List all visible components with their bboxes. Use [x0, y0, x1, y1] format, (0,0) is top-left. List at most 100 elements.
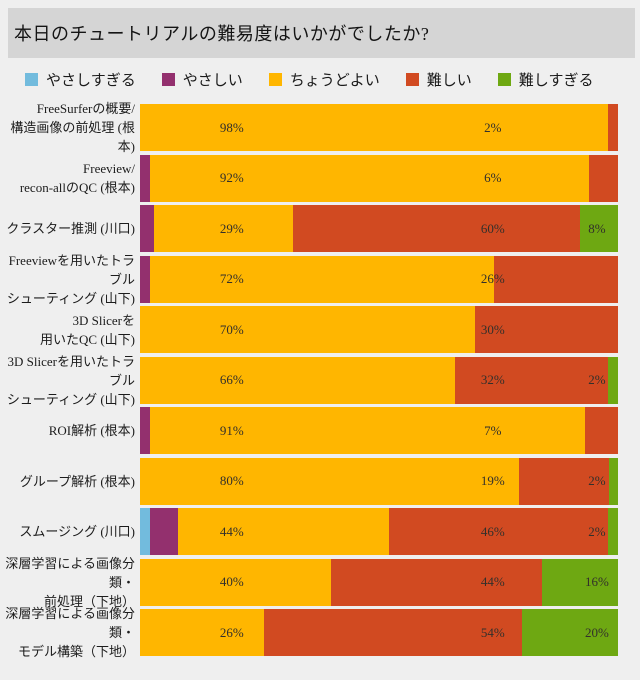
legend-item-easy: やさしい [161, 69, 243, 90]
chart-row: クラスター推測 (川口) 29% 60% 8% [0, 205, 640, 252]
value-label-hard: 2% [484, 119, 502, 135]
category-label: 深層学習による画像分類・ 前処理（下地） [5, 555, 135, 609]
bar-segment-hard [264, 609, 523, 656]
value-label-too-hard: 16% [585, 574, 609, 589]
category-label: 深層学習による画像分類・ モデル構築（下地） [5, 606, 135, 659]
bar-segment-too-hard [608, 508, 618, 555]
bar-segment-just-right [140, 104, 609, 151]
value-label-hard: 7% [484, 422, 502, 438]
bar-segment-too-hard [541, 558, 618, 606]
value-label-too-hard: 8% [588, 220, 606, 236]
category-label: ROI解析 (根本) [48, 423, 135, 438]
stacked-bar: 29% 60% 8% [140, 205, 618, 252]
bar-segment-hard [589, 154, 618, 202]
category-label: Freeviewを用いたトラブル シューティング (山下) [6, 252, 135, 306]
stacked-bar: 44% 46% 2% [140, 508, 618, 555]
value-label-just-right: 29% [219, 220, 244, 236]
chart-row: ROI解析 (根本) 91% 7% [0, 407, 640, 454]
value-label-just-right: 92% [219, 170, 244, 185]
stacked-bar: 70% 30% [140, 306, 618, 353]
bar-segment-just-right [178, 508, 389, 555]
legend-label: やさしすぎる [46, 72, 136, 89]
bar-segment-easy [140, 205, 155, 252]
legend-label: 難しすぎる [518, 72, 594, 89]
bar-segment-just-right [140, 306, 475, 353]
value-label-just-right: 80% [219, 473, 244, 488]
bar-segment-easy [140, 255, 150, 303]
stacked-bar: 26% 54% 20% [140, 609, 618, 656]
stacked-bar: 98% 2% [140, 104, 618, 151]
chart-row: 3D Slicerを 用いたQC (山下) 70% 30% [0, 306, 640, 353]
value-label-just-right: 44% [219, 523, 244, 539]
legend-swatch-icon [161, 72, 175, 86]
bar-segment-hard [292, 205, 580, 252]
value-label-just-right: 91% [219, 422, 244, 438]
bar-segment-hard [493, 255, 618, 303]
category-label: 3D Slicerを 用いたQC (山下) [40, 312, 135, 347]
bar-segment-hard [518, 457, 609, 505]
category-label: スムージング (川口) [19, 524, 135, 539]
chart-row: グループ解析 (根本) 80% 19% 2% [0, 457, 640, 505]
bar-segment-hard [388, 508, 609, 555]
bar-segment-just-right [154, 205, 293, 252]
category-label: クラスター推測 (川口) [6, 221, 135, 236]
legend-item-just-right: ちょうどよい [268, 69, 380, 90]
bar-segment-too-hard [579, 205, 618, 252]
bar-segment-too-easy [140, 508, 150, 555]
title-band: 本日のチュートリアルの難易度はいかがでしたか? [8, 8, 635, 58]
legend: やさしすぎる やさしい ちょうどよい 難しい 難しすぎる [25, 66, 630, 92]
stacked-bar: 91% 7% [140, 407, 618, 454]
bar-segment-just-right [140, 609, 265, 656]
chart-row: スムージング (川口) 44% 46% 2% [0, 508, 640, 555]
value-label-hard: 30% [480, 321, 505, 337]
legend-item-too-hard: 難しすぎる [497, 69, 594, 90]
bar-segment-hard [584, 407, 618, 454]
legend-label: やさしい [182, 72, 243, 89]
value-label-just-right: 26% [219, 624, 244, 640]
stacked-bar: 80% 19% 2% [140, 457, 618, 505]
bar-segment-just-right [149, 407, 585, 454]
legend-swatch-icon [25, 72, 38, 86]
category-label: FreeSurferの概要/構造画像の前処理 (根本) [10, 101, 135, 154]
bar-segment-too-hard [608, 457, 618, 505]
value-label-hard: 60% [480, 220, 505, 236]
chart-row: FreeSurferの概要/構造画像の前処理 (根本) 98% 2% [0, 101, 640, 154]
bar-segment-just-right [140, 356, 456, 404]
bar-segment-too-hard [608, 356, 618, 404]
bar-segment-easy [140, 407, 150, 454]
value-label-too-hard: 2% [588, 372, 606, 387]
value-label-just-right: 40% [219, 574, 244, 589]
value-label-hard: 6% [484, 170, 502, 185]
chart-title: 本日のチュートリアルの難易度はいかがでしたか? [14, 24, 430, 44]
value-label-just-right: 72% [219, 271, 244, 286]
value-label-hard: 32% [480, 372, 505, 387]
bar-segment-just-right [149, 255, 494, 303]
chart-row: Freeview/recon-allのQC (根本) 92% 6% [0, 154, 640, 202]
legend-swatch-icon [268, 72, 282, 86]
chart-row: 3D Slicerを用いたトラブル シューティング (山下) 66% 32% 2% [0, 353, 640, 407]
bar-segment-hard [331, 558, 542, 606]
stacked-bar: 40% 44% 16% [140, 558, 618, 606]
legend-swatch-icon [497, 72, 511, 86]
value-label-hard: 19% [480, 473, 505, 488]
stacked-bar: 72% 26% [140, 255, 618, 303]
chart-row: Freeviewを用いたトラブル シューティング (山下) 72% 26% [0, 252, 640, 306]
value-label-just-right: 98% [219, 119, 244, 135]
value-label-too-hard: 2% [588, 473, 606, 488]
value-label-just-right: 70% [219, 321, 244, 337]
bar-segment-easy [149, 508, 179, 555]
legend-label: ちょうどよい [289, 72, 380, 89]
value-label-just-right: 66% [219, 372, 244, 387]
stacked-bar: 66% 32% 2% [140, 356, 618, 404]
bar-segment-too-hard [522, 609, 618, 656]
legend-label: 難しい [426, 72, 472, 89]
bar-segment-just-right [140, 457, 519, 505]
bar-segment-just-right [149, 154, 590, 202]
category-label: 3D Slicerを用いたトラブル シューティング (山下) [6, 353, 135, 407]
legend-swatch-icon [405, 72, 419, 86]
value-label-hard: 46% [480, 523, 505, 539]
value-label-too-hard: 2% [588, 523, 606, 539]
stacked-bar: 92% 6% [140, 154, 618, 202]
bar-segment-hard [608, 104, 618, 151]
